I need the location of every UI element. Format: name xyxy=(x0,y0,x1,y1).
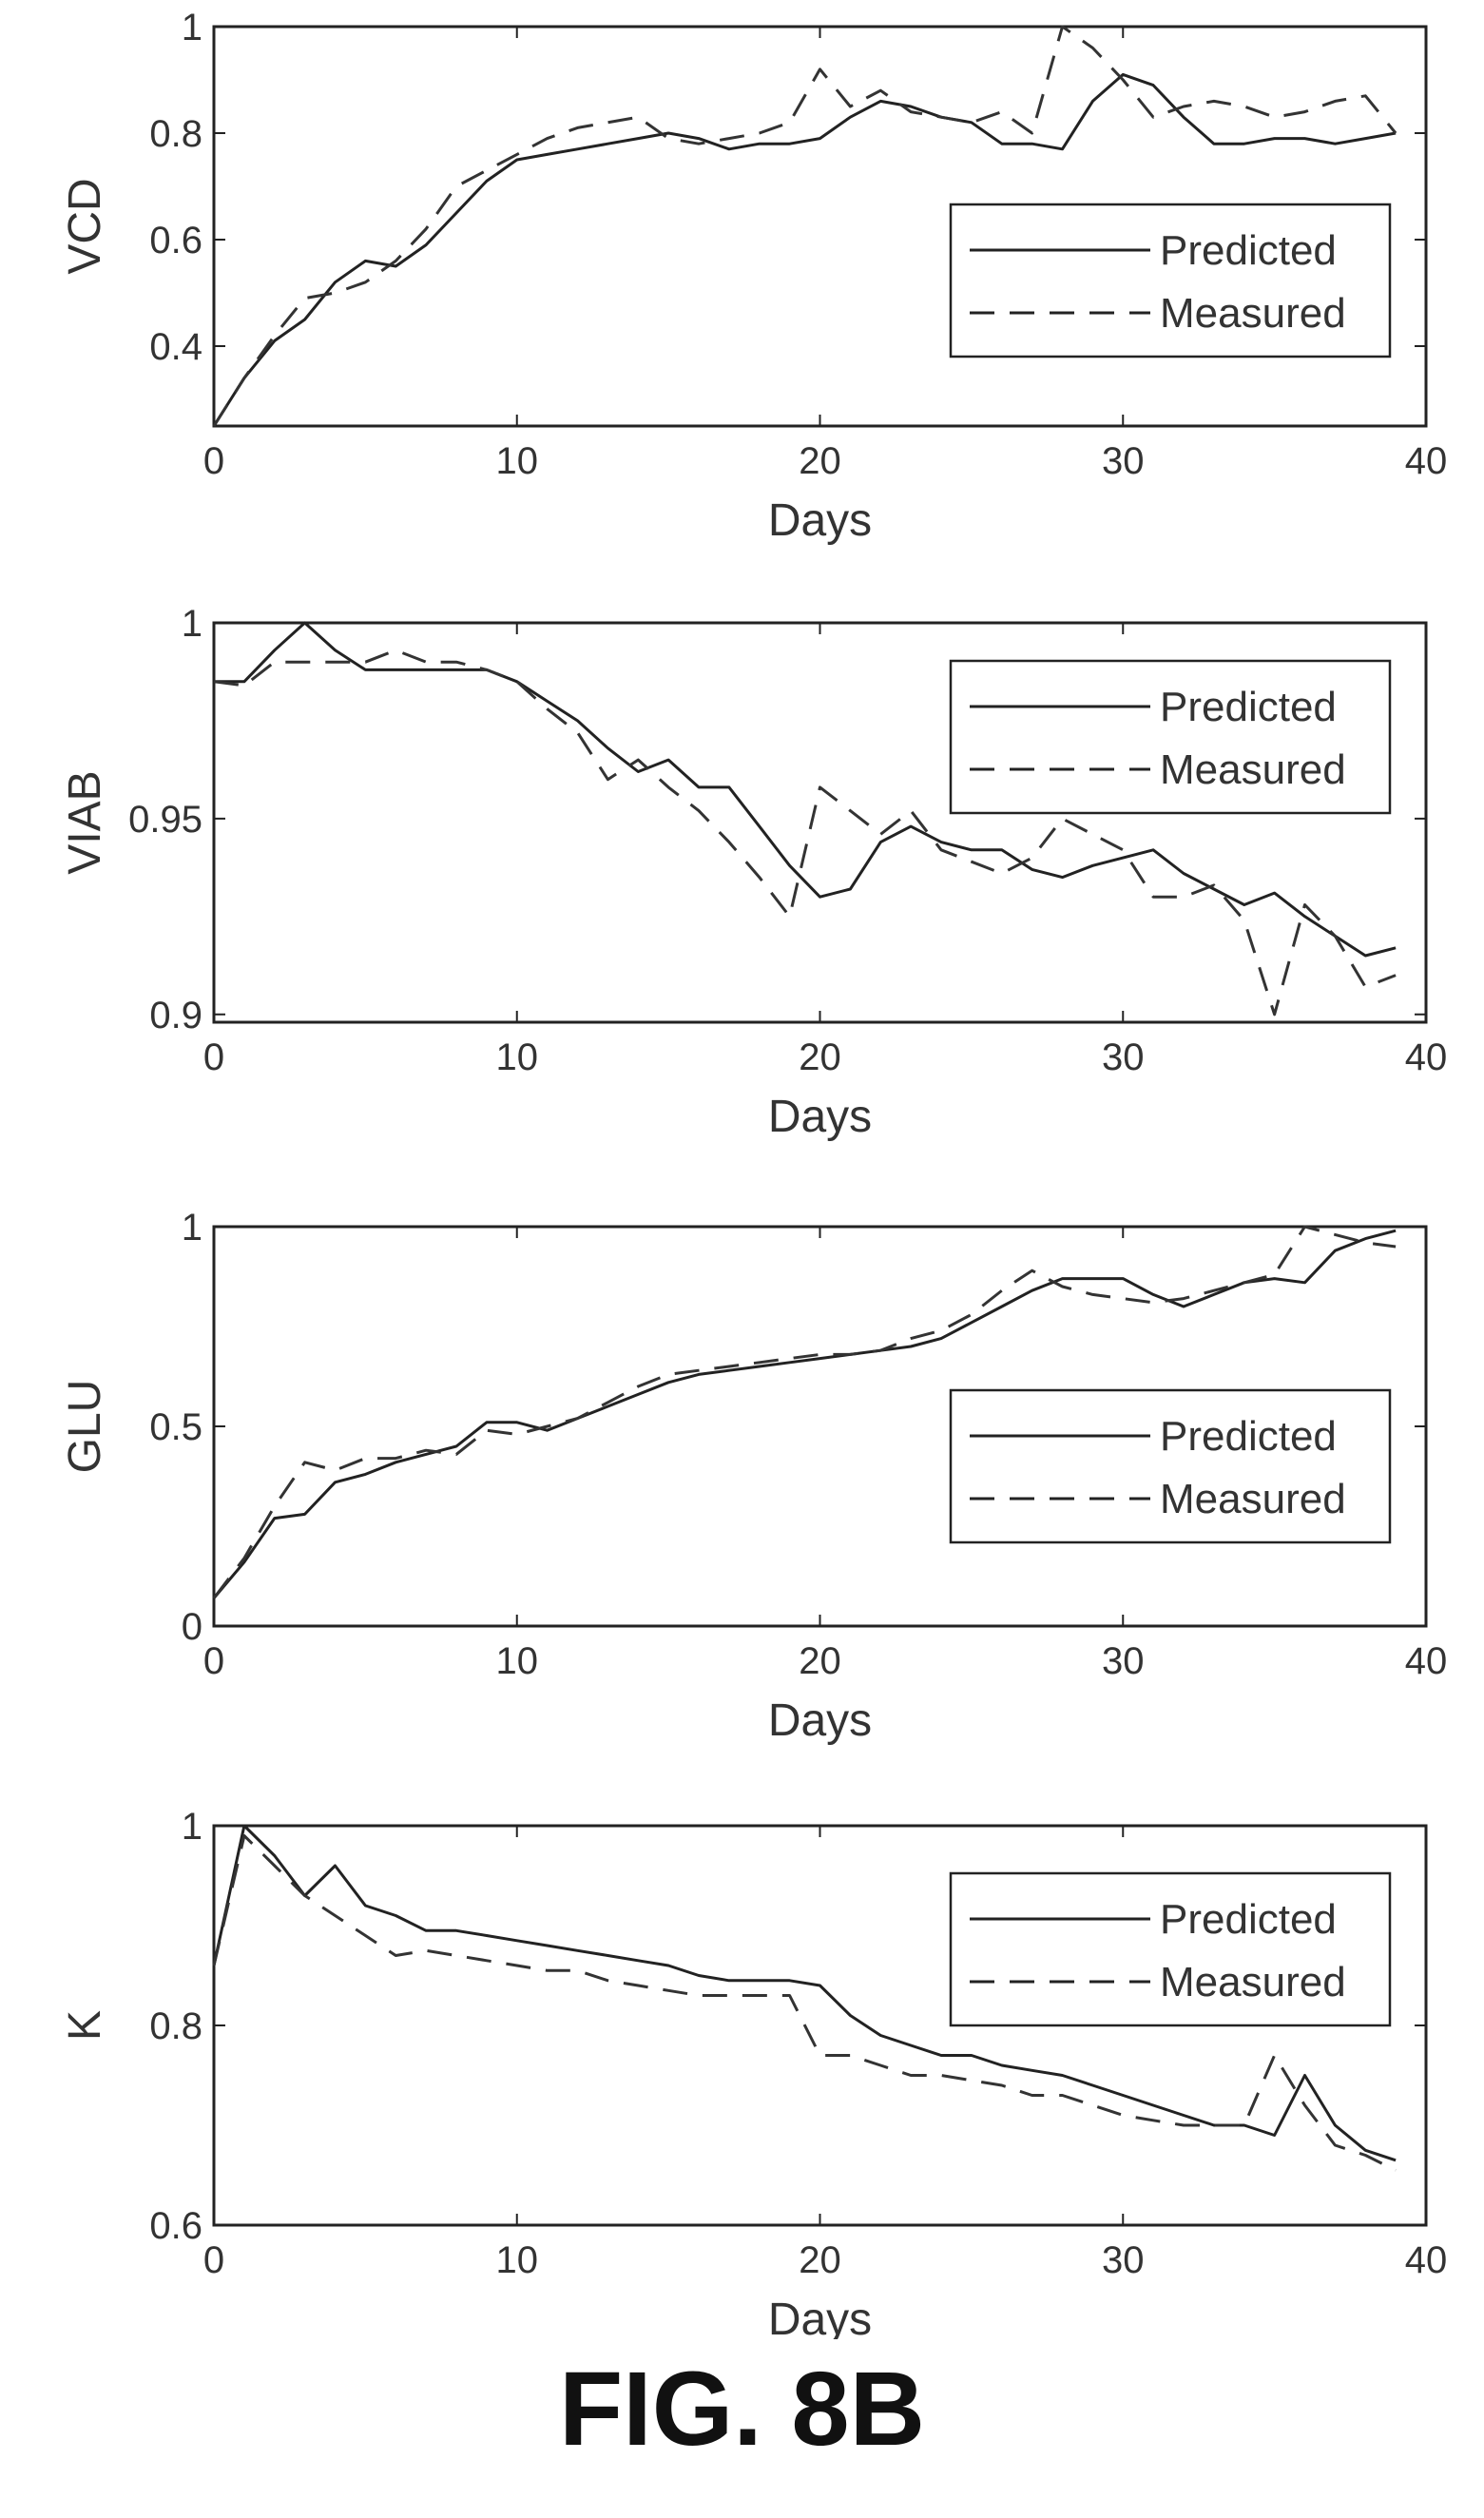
legend-label-measured: Measured xyxy=(1160,1959,1346,2005)
x-tick-label: 30 xyxy=(1102,1036,1145,1078)
figure-caption: FIG. 8B xyxy=(558,2351,926,2468)
y-tick-label: 0.6 xyxy=(149,220,202,261)
legend-box xyxy=(949,1388,1392,1544)
y-tick-label: 1 xyxy=(182,1806,202,1848)
series-line-predicted xyxy=(214,621,1397,958)
legend-box xyxy=(949,203,1392,358)
legend-label-predicted: Predicted xyxy=(1160,1413,1337,1460)
x-tick-label: 40 xyxy=(1405,1640,1448,1682)
legend-label-measured: Measured xyxy=(1160,1476,1346,1522)
x-tick-label: 0 xyxy=(203,2239,224,2281)
y-axis-label: K xyxy=(60,2010,110,2041)
x-tick-label: 0 xyxy=(203,440,224,482)
y-tick-label: 1 xyxy=(182,7,202,48)
x-tick-label: 10 xyxy=(496,1640,539,1682)
y-tick-label: 0.6 xyxy=(149,2205,202,2247)
series-line-measured xyxy=(212,1834,1397,2172)
x-tick-label: 20 xyxy=(799,1036,841,1078)
series-line-predicted xyxy=(212,1824,1397,2162)
x-tick-label: 30 xyxy=(1102,1640,1145,1682)
x-tick-label: 20 xyxy=(799,1640,841,1682)
x-tick-label: 10 xyxy=(496,440,539,482)
y-tick-label: 0.4 xyxy=(149,326,202,368)
y-tick-label: 0.8 xyxy=(149,2005,202,2047)
x-tick-label: 40 xyxy=(1405,2239,1448,2281)
y-axis-label: VIAB xyxy=(60,770,110,874)
series-line-predicted xyxy=(212,1229,1397,1599)
x-tick-label: 30 xyxy=(1102,440,1145,482)
series-line-measured xyxy=(212,1225,1397,1599)
y-tick-label: 1 xyxy=(182,603,202,645)
legend: Predicted Measured xyxy=(949,659,1392,815)
x-tick-label: 10 xyxy=(496,2239,539,2281)
legend-box xyxy=(949,1871,1392,2027)
x-tick-label: 40 xyxy=(1405,1036,1448,1078)
x-tick-label: 0 xyxy=(203,1640,224,1682)
x-axis-label: Days xyxy=(768,495,872,546)
x-axis-label: Days xyxy=(768,1695,872,1746)
legend-label-measured: Measured xyxy=(1160,290,1346,337)
y-axis-label: VCD xyxy=(60,178,110,274)
x-tick-label: 0 xyxy=(203,1036,224,1078)
legend-box xyxy=(949,659,1392,815)
x-tick-label: 30 xyxy=(1102,2239,1145,2281)
legend: Predicted Measured xyxy=(949,1388,1392,1544)
legend: Predicted Measured xyxy=(949,203,1392,358)
x-tick-label: 20 xyxy=(799,2239,841,2281)
y-tick-label: 0.9 xyxy=(149,995,202,1036)
legend-label-predicted: Predicted xyxy=(1160,227,1337,274)
y-tick-label: 0.95 xyxy=(128,799,202,841)
legend-label-predicted: Predicted xyxy=(1160,1896,1337,1943)
x-axis-label: Days xyxy=(768,2295,872,2339)
series-line-measured xyxy=(213,649,1397,1017)
chart-panel-glu: 0 10 20 30 40 0 0.5 1 Days GLU Predicted Measured xyxy=(60,1207,1447,1746)
y-tick-label: 1 xyxy=(182,1207,202,1249)
series-line-measured xyxy=(212,25,1397,427)
chart-panel-viab: 0 10 20 30 40 0.9 0.95 1 Days VIAB Predicted Measur… xyxy=(60,603,1447,1142)
series-line-predicted xyxy=(212,72,1397,427)
x-tick-label: 10 xyxy=(496,1036,539,1078)
chart-panel-k: 0 10 20 30 40 0.6 0.8 1 Days K Predicted Measured xyxy=(60,1806,1447,2339)
legend-label-predicted: Predicted xyxy=(1160,684,1337,730)
y-tick-label: 0 xyxy=(182,1606,202,1648)
x-axis-label: Days xyxy=(768,1092,872,1142)
x-tick-label: 20 xyxy=(799,440,841,482)
y-tick-label: 0.8 xyxy=(149,113,202,155)
y-tick-label: 0.5 xyxy=(149,1406,202,1448)
legend: Predicted Measured xyxy=(949,1871,1392,2027)
legend-label-measured: Measured xyxy=(1160,746,1346,793)
x-tick-label: 40 xyxy=(1405,440,1448,482)
chart-panel-vcd: 0 10 20 30 40 0.4 0.6 0.8 1 Days VCD Predicted Measu… xyxy=(60,7,1447,546)
y-axis-label: GLU xyxy=(60,1380,110,1474)
